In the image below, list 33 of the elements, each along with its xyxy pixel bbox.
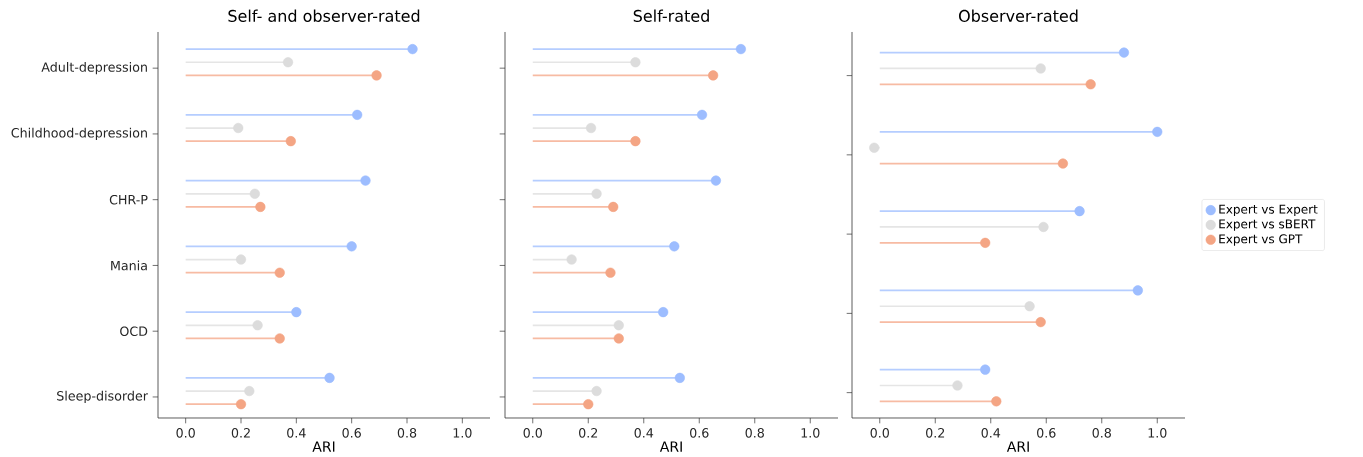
chart-title: Self- and observer-rated — [228, 9, 420, 22]
y-tick-label: Mania — [111, 260, 147, 271]
chart-title: Self-rated — [633, 9, 709, 22]
x-axis-title: ARI — [659, 441, 682, 452]
x-axis-title: ARI — [312, 441, 335, 452]
x-tick-label: 0.4 — [981, 428, 1001, 438]
legend-label: Expert vs GPT — [1219, 234, 1303, 246]
x-tick-label: 0.2 — [231, 428, 250, 438]
x-tick-label: 1.0 — [1148, 428, 1167, 438]
x-tick-label: 0.2 — [926, 428, 945, 438]
x-axis-title: ARI — [1006, 441, 1029, 452]
x-tick-label: 0.6 — [342, 428, 361, 438]
x-tick-label: 0.0 — [523, 428, 542, 438]
x-tick-label: 0.8 — [1092, 428, 1111, 438]
x-tick-label: 0.8 — [745, 428, 764, 438]
x-tick-label: 0.4 — [634, 428, 654, 438]
legend-label: Expert vs sBERT — [1219, 219, 1316, 231]
x-tick-label: 0.4 — [287, 428, 306, 438]
y-tick-label: OCD — [120, 326, 148, 336]
x-tick-label: 0.8 — [397, 428, 417, 438]
x-tick-label: 0.2 — [579, 428, 598, 438]
y-tick-label: Adult-depression — [41, 62, 147, 75]
x-tick-label: 0.6 — [690, 428, 709, 438]
x-tick-label: 0.0 — [870, 428, 889, 438]
y-tick-label: Childhood-depression — [11, 127, 147, 141]
y-tick-label: CHR-P — [109, 194, 148, 205]
y-tick-label: Sleep-disorder — [57, 390, 148, 404]
legend-label: Expert vs Expert — [1219, 204, 1318, 217]
x-tick-label: 1.0 — [453, 428, 472, 438]
x-tick-label: 1.0 — [801, 428, 820, 438]
chart-title: Observer-rated — [959, 9, 1078, 22]
x-tick-label: 0.0 — [176, 428, 195, 438]
x-tick-label: 0.6 — [1037, 428, 1056, 438]
